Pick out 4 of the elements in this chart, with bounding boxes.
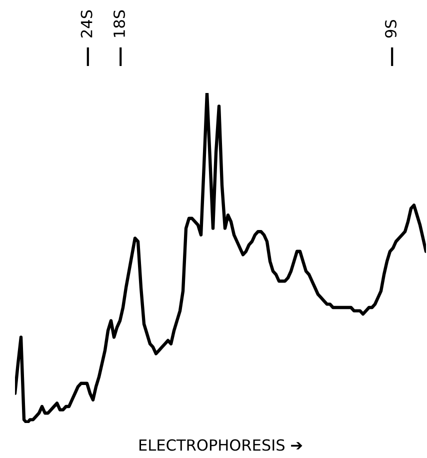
text: 24S <box>80 10 92 38</box>
text: 18S <box>113 10 126 37</box>
text: 9S <box>384 20 397 38</box>
x-axis-title: ELECTROPHORESIS ➔ <box>139 439 302 451</box>
